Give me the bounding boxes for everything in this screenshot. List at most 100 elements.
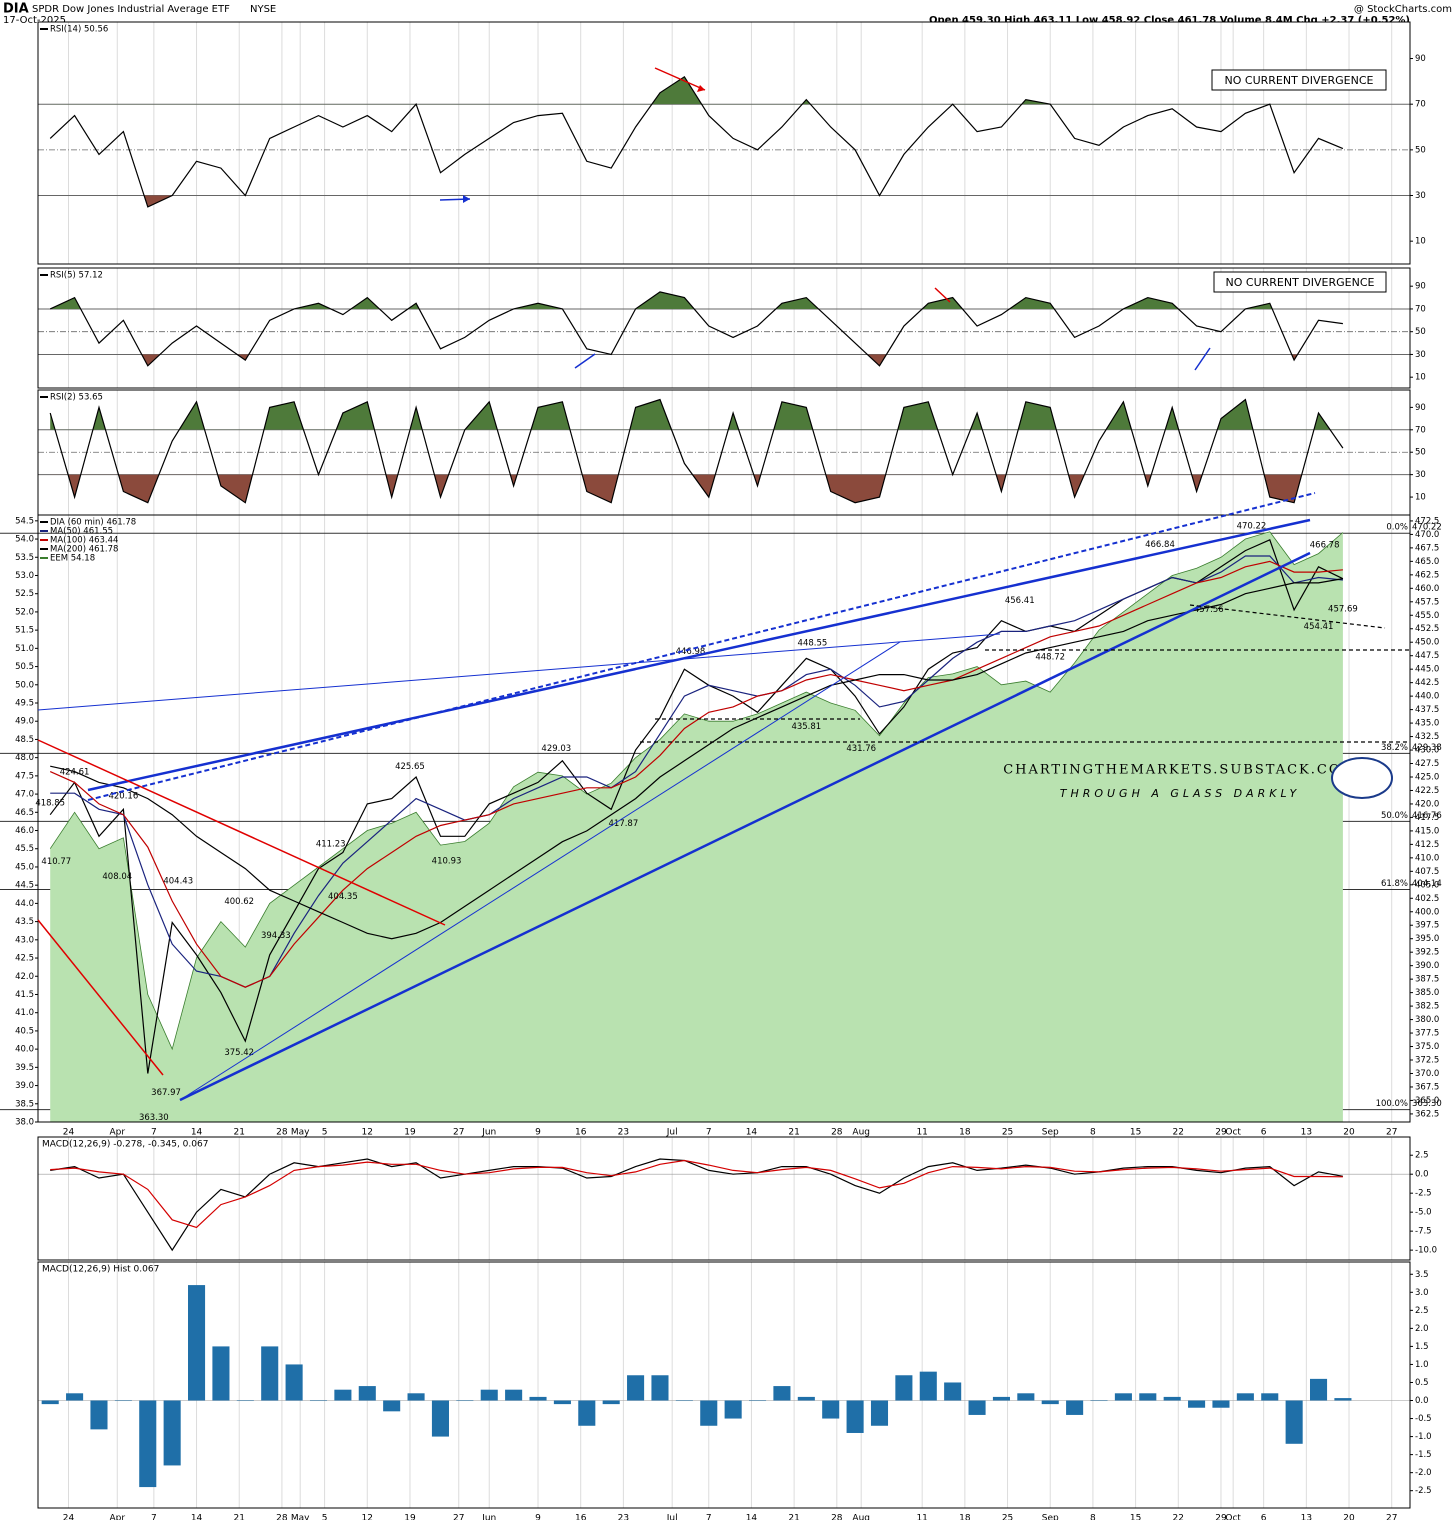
hist-bar [992, 1396, 1010, 1401]
y-tick-label: 90 [1415, 282, 1426, 292]
divergence-arrow [934, 287, 951, 303]
panel-frame [38, 1137, 1410, 1260]
x-tick-label: 24 [63, 1128, 75, 1138]
y-tick-label: 460.0 [1415, 584, 1439, 594]
y-tick-label: 48.0 [15, 753, 34, 763]
fib-value: 429.38 [1412, 743, 1442, 753]
y-tick-label: 70 [1415, 425, 1426, 435]
y-tick-label: 50 [1415, 145, 1426, 155]
y-tick-label: 387.5 [1415, 975, 1439, 985]
price-annotation: 404.35 [328, 892, 358, 902]
hist-bar [480, 1389, 498, 1401]
y-tick-label: 420.0 [1415, 799, 1439, 809]
y-tick-label: 447.5 [1415, 651, 1439, 661]
hist-bar [285, 1364, 303, 1401]
y-tick-label: 90 [1415, 403, 1426, 413]
y-tick-label: -7.5 [1415, 1227, 1432, 1237]
y-tick-label: 440.0 [1415, 692, 1439, 702]
y-tick-label: 30 [1415, 470, 1426, 480]
x-tick-label: 6 [1261, 1514, 1267, 1520]
fib-value: 404.14 [1412, 879, 1442, 889]
x-tick-label: 23 [618, 1514, 629, 1520]
y-tick-label: 377.5 [1415, 1029, 1439, 1039]
series-line [49, 75, 1344, 208]
y-tick-label: 38.5 [15, 1099, 34, 1109]
x-tick-label: 6 [1261, 1128, 1267, 1138]
series-line [50, 578, 1344, 940]
y-tick-label: 38.0 [15, 1118, 34, 1128]
y-tick-label: 42.5 [15, 954, 34, 964]
arrow-head [697, 85, 705, 92]
y-tick-label: 40.5 [15, 1026, 34, 1036]
trendline [37, 633, 1001, 711]
price-annotation: 429.03 [541, 744, 571, 754]
y-tick-label: 53.0 [15, 571, 34, 581]
x-tick-label: 14 [746, 1128, 758, 1138]
price-annotation: 375.42 [224, 1048, 254, 1058]
series-line [49, 560, 1343, 988]
y-tick-label: 402.5 [1415, 894, 1439, 904]
y-tick-label: 3.0 [1415, 1288, 1429, 1298]
x-tick-label: 16 [575, 1514, 587, 1520]
hist-bar [334, 1389, 352, 1401]
hist-bar [1236, 1393, 1254, 1401]
legend-entry: MA(50) 461.55 [50, 527, 113, 537]
y-tick-label: 47.0 [15, 790, 34, 800]
x-tick-label: 15 [1130, 1514, 1141, 1520]
hist-bar [456, 1400, 474, 1402]
y-tick-label: 51.0 [15, 644, 34, 654]
x-tick-label: 7 [706, 1128, 712, 1138]
y-tick-label: 51.5 [15, 626, 34, 636]
x-tick-label: Apr [109, 1514, 125, 1520]
hist-bar [1114, 1393, 1132, 1401]
hist-bar [797, 1396, 815, 1401]
y-tick-label: 452.5 [1415, 624, 1439, 634]
trendline [37, 919, 164, 1076]
price-annotation: 470.22 [1237, 522, 1267, 532]
x-tick-label: 5 [322, 1128, 328, 1138]
hist-bar [309, 1400, 328, 1402]
x-tick-label: 5 [322, 1514, 328, 1520]
y-tick-label: 380.0 [1415, 1015, 1439, 1025]
y-tick-label: 442.5 [1415, 678, 1439, 688]
y-tick-label: 457.5 [1415, 597, 1439, 607]
hist-bar [602, 1400, 620, 1405]
y-tick-label: -5.0 [1415, 1208, 1432, 1218]
y-tick-label: 427.5 [1415, 759, 1439, 769]
hist-bar [1163, 1396, 1181, 1401]
y-tick-label: 43.5 [15, 917, 34, 927]
y-tick-label: 46.5 [15, 808, 34, 818]
x-tick-label: Sep [1042, 1514, 1059, 1520]
y-tick-label: 432.5 [1415, 732, 1439, 742]
y-tick-label: -2.0 [1415, 1468, 1432, 1478]
y-tick-label: 40.0 [15, 1045, 34, 1055]
trendlines [37, 67, 1410, 1102]
price-annotation: 457.56 [1194, 605, 1224, 615]
hist-bar [627, 1375, 645, 1401]
legend-entry: RSI(5) 57.12 [50, 271, 103, 281]
hist-bar [114, 1400, 132, 1402]
x-tick-label: 11 [916, 1128, 927, 1138]
hist-bar [895, 1375, 913, 1401]
exchange: NYSE [250, 4, 276, 15]
y-tick-label: 52.5 [15, 589, 34, 599]
hist-bar [431, 1400, 449, 1437]
y-tick-label: -10.0 [1415, 1246, 1437, 1256]
hist-bar [846, 1400, 864, 1433]
x-tick-label: 14 [746, 1514, 758, 1520]
y-tick-label: 41.0 [15, 1008, 34, 1018]
y-tick-label: 54.0 [15, 535, 34, 545]
note: NO CURRENT DIVERGENCE [1225, 74, 1374, 87]
y-tick-label: 45.5 [15, 844, 34, 854]
overbought-fill [50, 291, 1273, 309]
arrow-head [463, 195, 470, 203]
hist-bar [188, 1285, 206, 1401]
y-tick-label: -0.5 [1415, 1414, 1432, 1424]
hist-bar [1066, 1400, 1084, 1415]
legend-entry: MA(200) 461.78 [50, 545, 118, 555]
panel-frame [38, 1262, 1410, 1508]
y-tick-label: -1.0 [1415, 1432, 1432, 1442]
y-tick-label: 46.0 [15, 826, 34, 836]
y-tick-label: 44.0 [15, 899, 34, 909]
